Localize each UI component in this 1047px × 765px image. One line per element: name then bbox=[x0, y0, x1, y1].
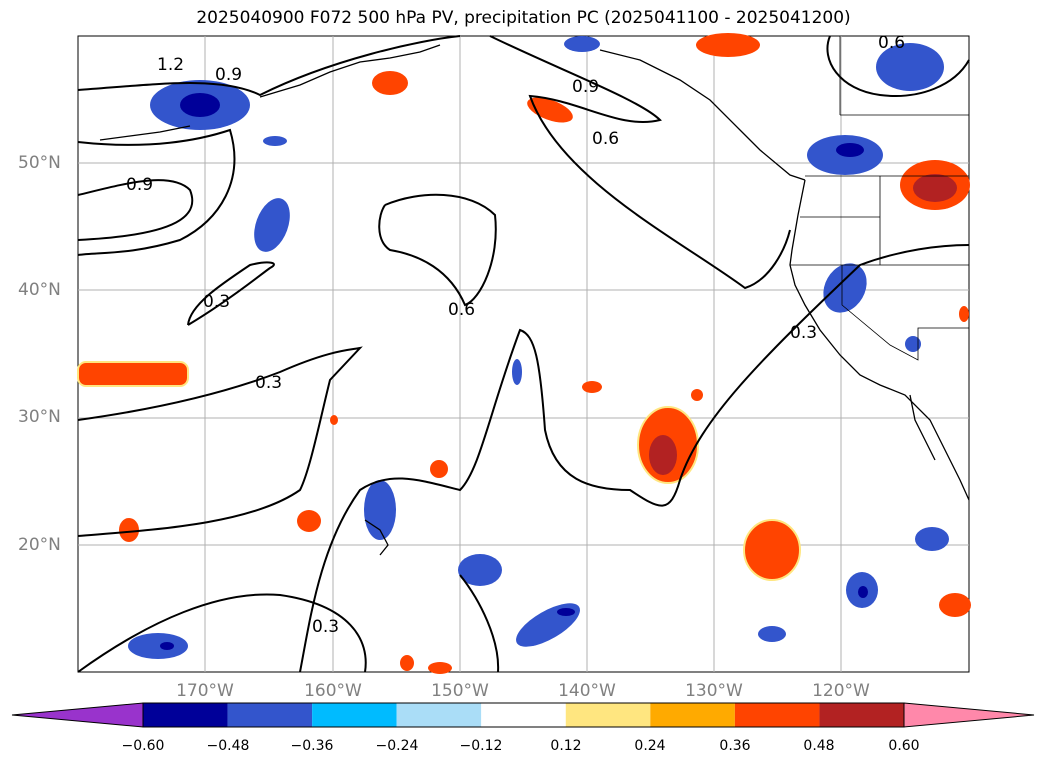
lon-label-150w: 150°W bbox=[431, 681, 489, 701]
lat-label-20n: 20°N bbox=[18, 535, 61, 555]
contour-label: 0.3 bbox=[312, 617, 339, 637]
colorbar-tick: 0.60 bbox=[888, 738, 920, 754]
map-title: 2025040900 F072 500 hPa PV, precipitatio… bbox=[196, 8, 851, 28]
colorbar-extend-max bbox=[903, 702, 1035, 728]
colorbar-tick: −0.48 bbox=[206, 738, 250, 754]
lat-label-40n: 40°N bbox=[18, 280, 61, 300]
colorbar-tick: 0.48 bbox=[803, 738, 835, 754]
lon-label-170w: 170°W bbox=[176, 681, 234, 701]
contour-label: 0.6 bbox=[592, 129, 619, 149]
colorbar-tick: −0.12 bbox=[459, 738, 503, 754]
contour-label: 0.3 bbox=[790, 323, 817, 343]
colorbar-swatch bbox=[481, 703, 566, 727]
colorbar-swatches bbox=[11, 702, 1035, 728]
coastlines bbox=[99, 44, 970, 556]
colorbar-swatch bbox=[819, 703, 904, 727]
colorbar-swatch bbox=[227, 703, 313, 727]
colorbar-swatch bbox=[396, 703, 482, 727]
colorbar-swatch bbox=[734, 703, 820, 727]
precip-negative-areas bbox=[128, 36, 949, 659]
lat-label-50n: 50°N bbox=[18, 153, 61, 173]
contour-label: 0.6 bbox=[878, 33, 905, 53]
colorbar-tick: 0.36 bbox=[719, 738, 751, 754]
contour-label: 0.6 bbox=[448, 300, 475, 320]
contour-label: 0.9 bbox=[572, 77, 599, 97]
contour-label: 1.2 bbox=[157, 55, 184, 75]
colorbar-swatch bbox=[565, 703, 651, 727]
contour-label: 0.9 bbox=[126, 175, 153, 195]
colorbar-swatch bbox=[143, 703, 228, 727]
colorbar-swatch bbox=[312, 703, 397, 727]
map-plot: 1.2 0.9 0.9 0.9 0.6 0.3 0.3 0.6 0.3 0.3 … bbox=[77, 33, 971, 674]
contour-labels: 1.2 0.9 0.9 0.9 0.6 0.3 0.3 0.6 0.3 0.3 … bbox=[126, 33, 905, 637]
colorbar-tick: 0.24 bbox=[634, 738, 666, 754]
colorbar-tick: −0.24 bbox=[375, 738, 419, 754]
lon-label-140w: 140°W bbox=[558, 681, 616, 701]
colorbar-tick: −0.36 bbox=[290, 738, 334, 754]
map-frame bbox=[77, 35, 970, 673]
colorbar-tick: −0.60 bbox=[121, 738, 165, 754]
colorbar-swatch bbox=[650, 703, 735, 727]
precip-positive-areas bbox=[77, 33, 971, 674]
contour-label: 0.9 bbox=[215, 65, 242, 85]
contour-label: 0.3 bbox=[203, 292, 230, 312]
pv-contours bbox=[77, 35, 970, 673]
lat-label-30n: 30°N bbox=[18, 407, 61, 427]
lon-label-160w: 160°W bbox=[304, 681, 362, 701]
colorbar-tick: 0.12 bbox=[550, 738, 582, 754]
colorbar-outline bbox=[142, 702, 905, 728]
lon-label-120w: 120°W bbox=[812, 681, 870, 701]
colorbar-extend-min bbox=[11, 702, 144, 728]
lon-label-130w: 130°W bbox=[685, 681, 743, 701]
contour-label: 0.3 bbox=[255, 373, 282, 393]
state-borders bbox=[790, 36, 969, 361]
